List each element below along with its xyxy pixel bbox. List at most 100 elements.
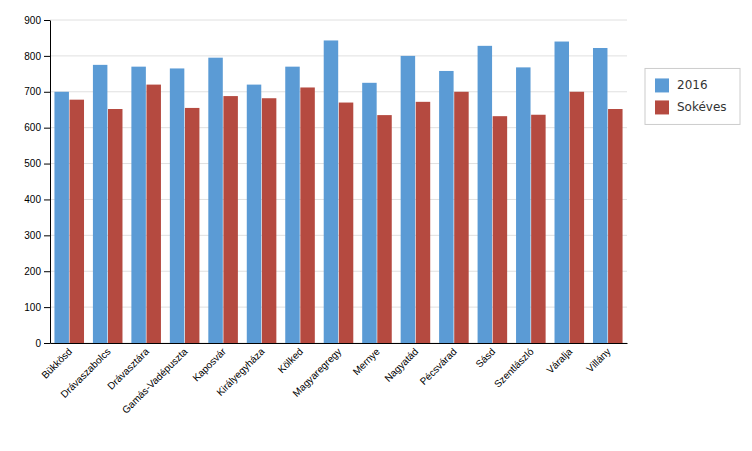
tick: Magyaregregy	[290, 346, 343, 399]
tick: 0	[35, 338, 50, 349]
tick: Drávaszabolcs	[58, 346, 112, 400]
tick-mark	[44, 20, 50, 21]
grid-line	[50, 55, 627, 56]
tick-label: 200	[24, 266, 41, 277]
bar	[555, 42, 569, 343]
tick-mark	[44, 235, 50, 236]
tick-label: 800	[24, 51, 41, 62]
tick: Gamás-Vadépuszta	[120, 346, 190, 416]
tick-label: Kaposvár	[190, 345, 228, 383]
plot: 0 100 200 300 400 500 600 700 800 900 BükkösdDráva…	[24, 15, 627, 416]
tick-label: 700	[24, 86, 41, 97]
bar-series	[54, 40, 607, 343]
tick-mark	[44, 56, 50, 57]
legend-swatch	[655, 100, 669, 114]
tick-mark	[44, 307, 50, 308]
tick-mark	[44, 343, 50, 344]
bar	[185, 108, 199, 343]
tick: Nagyatád	[382, 346, 420, 384]
tick: 300	[24, 230, 50, 241]
bar	[593, 48, 607, 343]
bar	[608, 109, 622, 343]
tick-mark	[44, 164, 50, 165]
bar	[54, 92, 68, 343]
tick-label: Magyaregregy	[290, 346, 343, 399]
bar	[93, 65, 107, 343]
bar	[223, 96, 237, 343]
tick-label: 400	[24, 194, 41, 205]
bars	[54, 40, 622, 343]
bar	[285, 67, 299, 343]
tick: 400	[24, 194, 50, 205]
tick-mark	[44, 271, 50, 272]
tick-label: Pécsvárad	[418, 346, 459, 387]
tick: Bükkösd	[39, 346, 74, 381]
tick: Váralja	[544, 346, 574, 376]
tick: Kölked	[276, 346, 305, 375]
bar	[170, 68, 184, 343]
bar	[324, 40, 338, 343]
tick-mark	[44, 128, 50, 129]
x-axis: BükkösdDrávaszabolcsDrávasztáraGamás-Vad…	[39, 344, 627, 416]
bar	[531, 115, 545, 343]
tick: 500	[24, 158, 50, 169]
tick-label: 100	[24, 302, 41, 313]
bar	[208, 58, 222, 343]
axis-domain	[50, 21, 51, 344]
tick-label: 600	[24, 122, 41, 133]
tick-label: Királyegyháza	[214, 346, 267, 399]
legend-swatch	[655, 78, 669, 92]
chart-svg: 0 100 200 300 400 500 600 700 800 900 BükkösdDráva…	[0, 0, 752, 451]
tick: Sásd	[473, 346, 497, 370]
bar	[70, 100, 84, 343]
tick: 100	[24, 302, 50, 313]
bar	[416, 102, 430, 343]
legend: 2016 Sokéves	[645, 68, 740, 124]
tick-label: Drávaszabolcs	[58, 346, 112, 400]
bar	[262, 98, 276, 343]
bar	[516, 67, 530, 343]
tick-mark	[44, 199, 50, 200]
tick-label: Bükkösd	[39, 346, 74, 381]
tick-label: 300	[24, 230, 41, 241]
tick: Királyegyháza	[214, 346, 267, 399]
tick-label: Sásd	[473, 346, 497, 370]
bar	[401, 56, 415, 343]
tick-label: 900	[24, 15, 41, 26]
legend-label: Sokéves	[677, 100, 727, 114]
bar	[493, 116, 507, 343]
tick-label: 500	[24, 158, 41, 169]
bar	[362, 83, 376, 343]
tick-label: Villány	[584, 346, 612, 374]
bar	[377, 115, 391, 343]
tick-label: Gamás-Vadépuszta	[120, 346, 190, 416]
tick-mark	[44, 92, 50, 93]
tick: 800	[24, 51, 50, 62]
tick: Villány	[584, 346, 612, 374]
tick-label: Mernye	[351, 346, 383, 378]
legend-frame	[645, 68, 740, 124]
tick: Pécsvárad	[418, 346, 459, 387]
bar	[439, 71, 453, 343]
axis-domain	[51, 343, 628, 344]
bar	[339, 103, 353, 343]
bar	[570, 92, 584, 343]
tick: Mernye	[351, 346, 383, 378]
bar	[300, 87, 314, 343]
bar	[108, 109, 122, 343]
chart-container: 0 100 200 300 400 500 600 700 800 900 BükkösdDráva…	[0, 0, 752, 451]
bar	[146, 85, 160, 343]
bar	[247, 85, 261, 343]
tick-label: Kölked	[276, 346, 305, 375]
legend-label: 2016	[677, 78, 708, 92]
grid-line	[50, 20, 627, 21]
bar	[478, 46, 492, 343]
tick-label: 0	[35, 338, 41, 349]
y-axis: 0 100 200 300 400 500 600 700 800 900	[24, 15, 50, 349]
tick-label: Szentlászló	[492, 346, 536, 390]
tick: 900	[24, 15, 50, 26]
legend-item: Sokéves	[655, 100, 727, 114]
tick: Kaposvár	[190, 345, 228, 383]
tick: 200	[24, 266, 50, 277]
tick-label: Nagyatád	[382, 346, 420, 384]
